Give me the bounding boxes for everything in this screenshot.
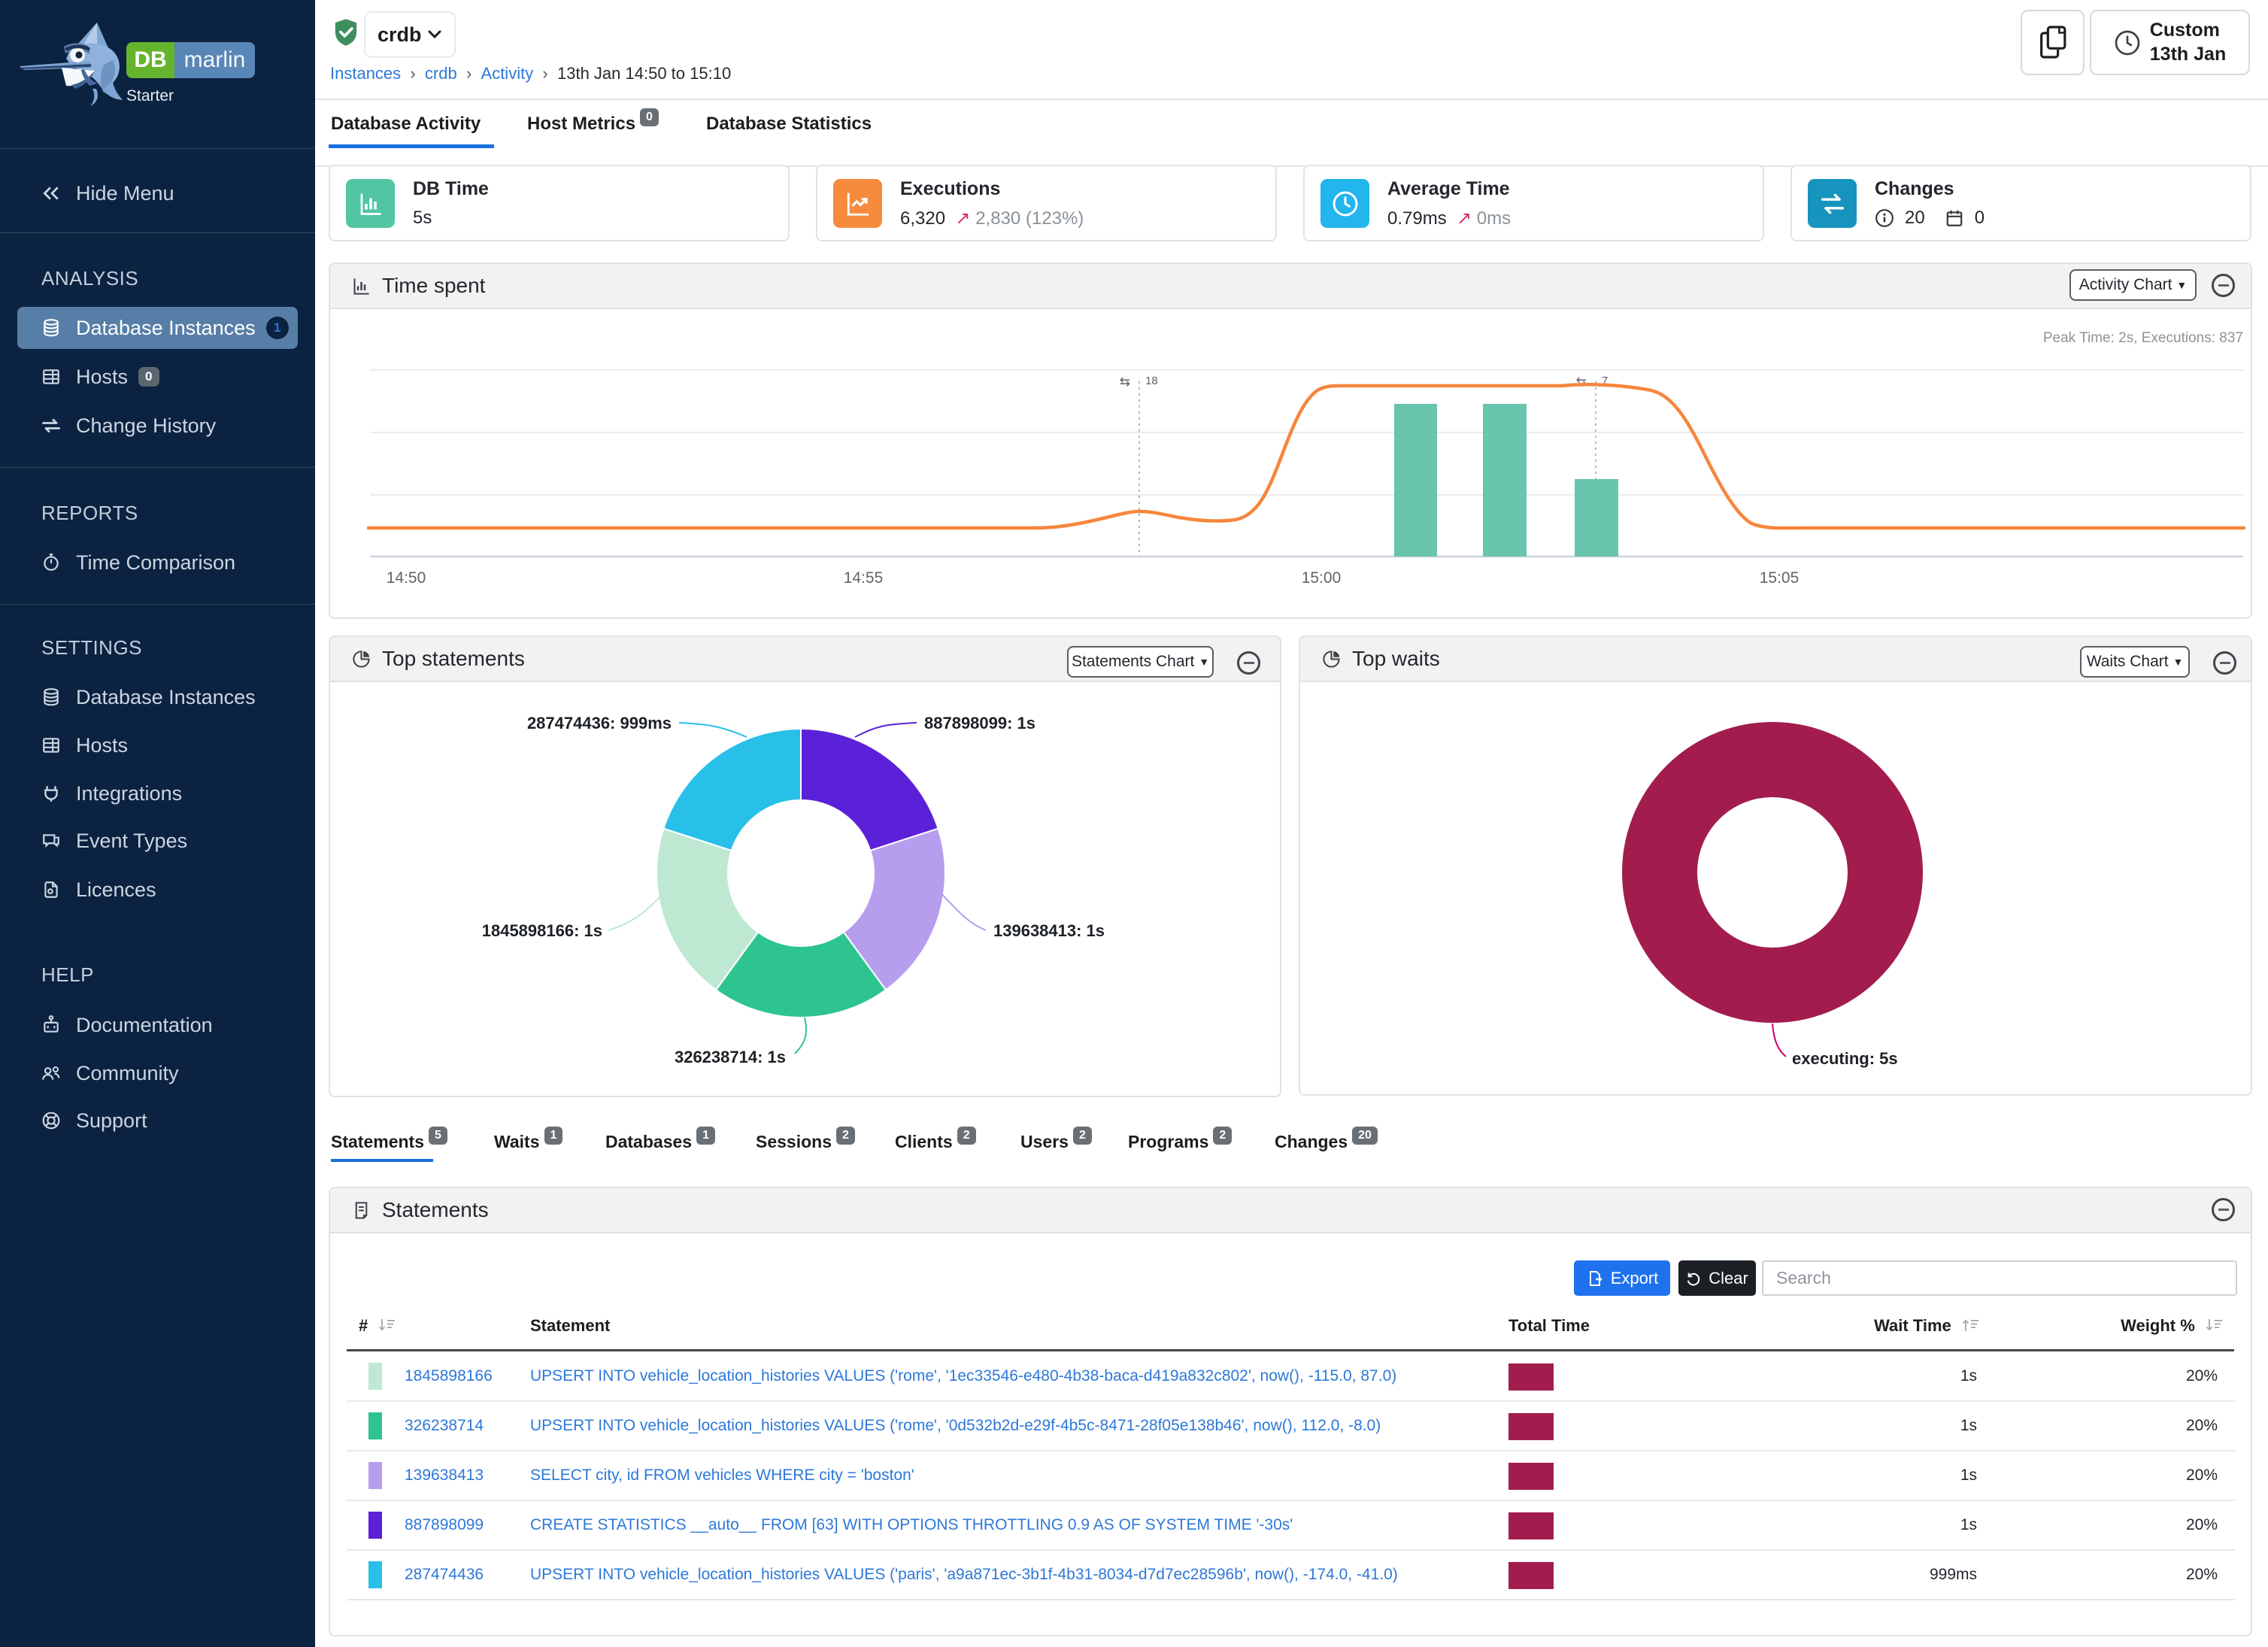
svg-text:15:00: 15:00 <box>1302 569 1342 587</box>
svg-text:887898099: 1s: 887898099: 1s <box>924 714 1035 733</box>
svg-text:1845898166: 1s: 1845898166: 1s <box>482 921 602 940</box>
svg-text:287474436: 999ms: 287474436: 999ms <box>527 714 672 733</box>
svg-text:executing: 5s: executing: 5s <box>1792 1049 1898 1068</box>
svg-text:⇆: ⇆ <box>1576 375 1587 389</box>
svg-text:14:55: 14:55 <box>844 569 884 587</box>
svg-text:15:05: 15:05 <box>1760 569 1800 587</box>
svg-text:14:50: 14:50 <box>387 569 426 587</box>
svg-text:Peak Time: 2s, Executions: 837: Peak Time: 2s, Executions: 837 <box>2043 330 2243 346</box>
svg-text:⇆: ⇆ <box>1120 375 1130 389</box>
svg-text:326238714: 1s: 326238714: 1s <box>675 1048 786 1066</box>
svg-text:7: 7 <box>1602 375 1608 387</box>
svg-text:139638413: 1s: 139638413: 1s <box>993 921 1105 940</box>
svg-text:18: 18 <box>1145 375 1158 387</box>
